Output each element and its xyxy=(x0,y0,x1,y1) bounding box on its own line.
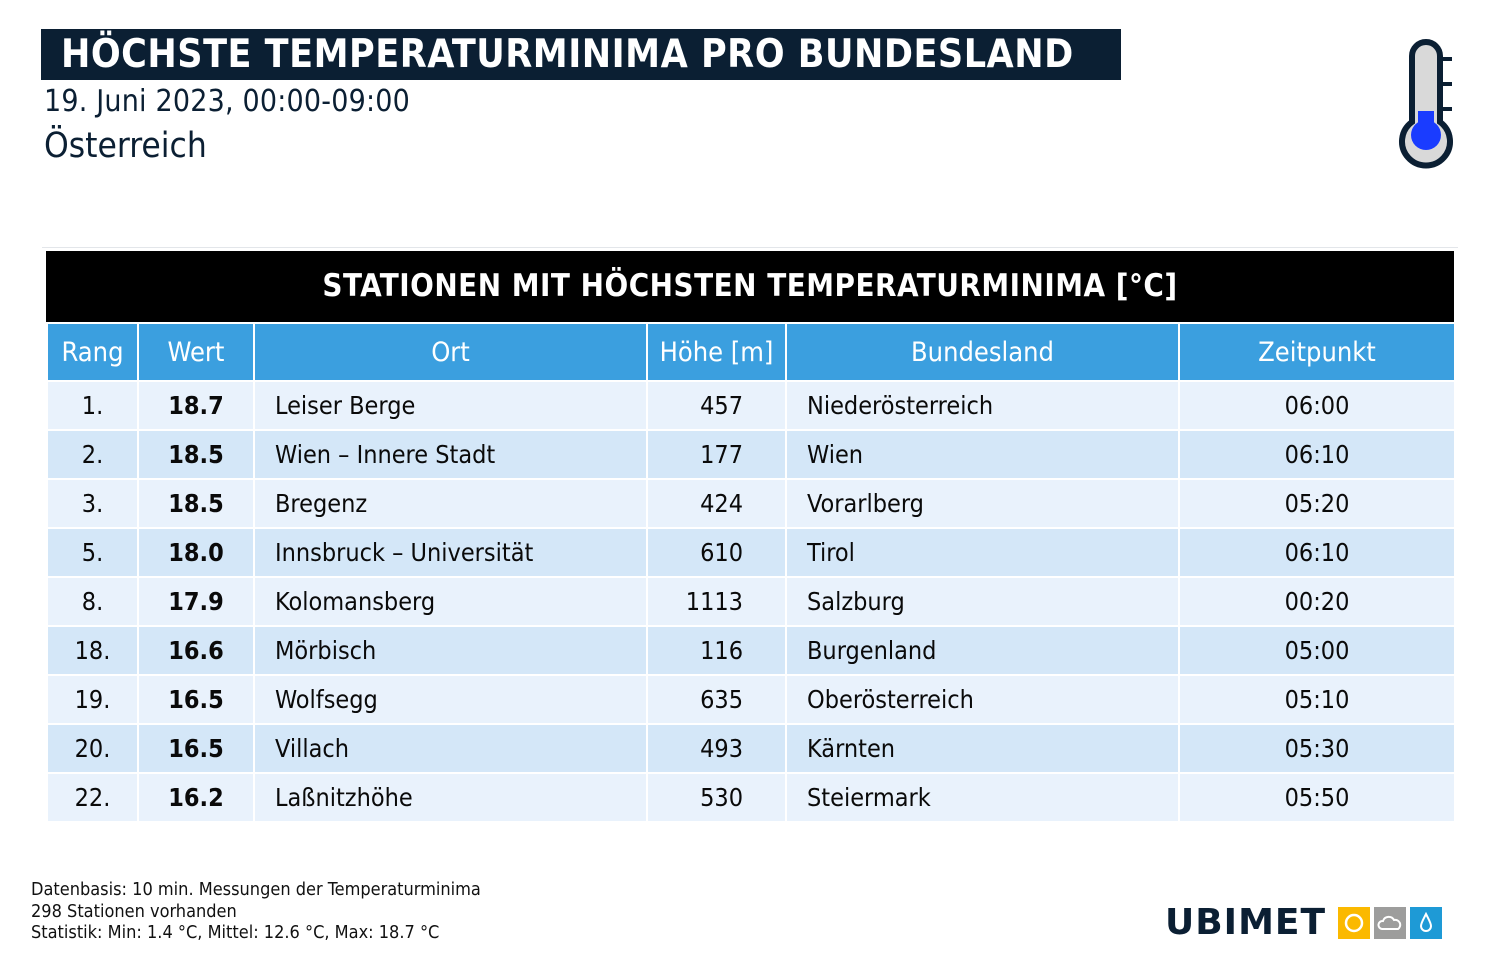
cell-bundesland: Vorarlberg xyxy=(785,478,1180,529)
cell-rang: 1. xyxy=(46,380,139,431)
footer-data-basis: Datenbasis: 10 min. Messungen der Temper… xyxy=(31,879,481,900)
cell-wert: 17.9 xyxy=(137,576,255,627)
cell-hoehe: 116 xyxy=(646,625,787,676)
footer-notes: Datenbasis: 10 min. Messungen der Temper… xyxy=(31,879,481,944)
cell-wert: 18.5 xyxy=(137,478,255,529)
cloud-icon xyxy=(1374,907,1407,939)
cell-zeitpunkt: 00:20 xyxy=(1178,576,1456,627)
cell-hoehe: 457 xyxy=(646,380,787,431)
cell-ort: Leiser Berge xyxy=(253,380,648,431)
cell-ort: Kolomansberg xyxy=(253,576,648,627)
table-row: 8. 17.9 Kolomansberg 1113 Salzburg 00:20 xyxy=(46,576,1456,627)
cell-hoehe: 424 xyxy=(646,478,787,529)
cell-hoehe: 610 xyxy=(646,527,787,578)
column-header-wert: Wert xyxy=(137,322,255,382)
sun-icon xyxy=(1338,907,1371,939)
cell-ort: Innsbruck – Universität xyxy=(253,527,648,578)
column-header-bundesland: Bundesland xyxy=(785,322,1180,382)
cell-bundesland: Salzburg xyxy=(785,576,1180,627)
cell-hoehe: 177 xyxy=(646,429,787,480)
table-row: 18. 16.6 Mörbisch 116 Burgenland 05:00 xyxy=(46,625,1456,676)
table-row: 1. 18.7 Leiser Berge 457 Niederösterreic… xyxy=(46,380,1456,431)
table-row: 19. 16.5 Wolfsegg 635 Oberösterreich 05:… xyxy=(46,674,1456,725)
cell-zeitpunkt: 05:30 xyxy=(1178,723,1456,774)
cell-hoehe: 1113 xyxy=(646,576,787,627)
region-label: Österreich xyxy=(44,126,207,166)
footer-statistics: Statistik: Min: 1.4 °C, Mittel: 12.6 °C,… xyxy=(31,922,440,943)
drop-icon xyxy=(1410,907,1443,939)
table-row: 2. 18.5 Wien – Innere Stadt 177 Wien 06:… xyxy=(46,429,1456,480)
cell-rang: 5. xyxy=(46,527,139,578)
cell-zeitpunkt: 05:20 xyxy=(1178,478,1456,529)
table-row: 3. 18.5 Bregenz 424 Vorarlberg 05:20 xyxy=(46,478,1456,529)
cell-ort: Wien – Innere Stadt xyxy=(253,429,648,480)
divider xyxy=(42,247,1458,248)
cell-rang: 18. xyxy=(46,625,139,676)
column-header-rang: Rang xyxy=(46,322,139,382)
cell-zeitpunkt: 06:10 xyxy=(1178,527,1456,578)
column-header-zeitpunkt: Zeitpunkt xyxy=(1178,322,1456,382)
cell-zeitpunkt: 06:00 xyxy=(1178,380,1456,431)
cell-rang: 2. xyxy=(46,429,139,480)
cell-ort: Mörbisch xyxy=(253,625,648,676)
cell-rang: 20. xyxy=(46,723,139,774)
cell-zeitpunkt: 05:10 xyxy=(1178,674,1456,725)
ubimet-logo: UBIMET xyxy=(1165,902,1443,943)
stations-table: STATIONEN MIT HÖCHSTEN TEMPERATURMINIMA … xyxy=(46,251,1456,823)
cell-rang: 8. xyxy=(46,576,139,627)
cell-wert: 16.5 xyxy=(137,674,255,725)
cell-wert: 18.5 xyxy=(137,429,255,480)
table-row: 5. 18.0 Innsbruck – Universität 610 Tiro… xyxy=(46,527,1456,578)
cell-wert: 18.7 xyxy=(137,380,255,431)
cell-zeitpunkt: 06:10 xyxy=(1178,429,1456,480)
footer-station-count: 298 Stationen vorhanden xyxy=(31,900,237,922)
cell-ort: Bregenz xyxy=(253,478,648,529)
cell-wert: 18.0 xyxy=(137,527,255,578)
cell-hoehe: 530 xyxy=(646,772,787,823)
cell-bundesland: Kärnten xyxy=(785,723,1180,774)
cell-zeitpunkt: 05:00 xyxy=(1178,625,1456,676)
cell-rang: 19. xyxy=(46,674,139,725)
date-range: 19. Juni 2023, 00:00-09:00 xyxy=(44,84,411,119)
column-header-row: Rang Wert Ort Höhe [m] Bundesland Zeitpu… xyxy=(46,322,1456,382)
table-row: 22. 16.2 Laßnitzhöhe 530 Steiermark 05:5… xyxy=(46,772,1456,823)
cell-ort: Wolfsegg xyxy=(253,674,648,725)
thermometer-icon xyxy=(1399,39,1453,169)
cell-zeitpunkt: 05:50 xyxy=(1178,772,1456,823)
cell-wert: 16.6 xyxy=(137,625,255,676)
column-header-ort: Ort xyxy=(253,322,648,382)
cell-rang: 22. xyxy=(46,772,139,823)
cell-wert: 16.5 xyxy=(137,723,255,774)
table-row: 20. 16.5 Villach 493 Kärnten 05:30 xyxy=(46,723,1456,774)
cell-bundesland: Wien xyxy=(785,429,1180,480)
cell-bundesland: Tirol xyxy=(785,527,1180,578)
column-header-hoehe: Höhe [m] xyxy=(646,322,787,382)
cell-wert: 16.2 xyxy=(137,772,255,823)
cell-ort: Laßnitzhöhe xyxy=(253,772,648,823)
cell-bundesland: Steiermark xyxy=(785,772,1180,823)
cell-rang: 3. xyxy=(46,478,139,529)
cell-hoehe: 635 xyxy=(646,674,787,725)
cell-bundesland: Burgenland xyxy=(785,625,1180,676)
page-title: HÖCHSTE TEMPERATURMINIMA PRO BUNDESLAND xyxy=(41,29,1121,80)
cell-hoehe: 493 xyxy=(646,723,787,774)
cell-bundesland: Niederösterreich xyxy=(785,380,1180,431)
cell-ort: Villach xyxy=(253,723,648,774)
table-title: STATIONEN MIT HÖCHSTEN TEMPERATURMINIMA … xyxy=(46,251,1454,322)
logo-text: UBIMET xyxy=(1165,902,1327,943)
cell-bundesland: Oberösterreich xyxy=(785,674,1180,725)
